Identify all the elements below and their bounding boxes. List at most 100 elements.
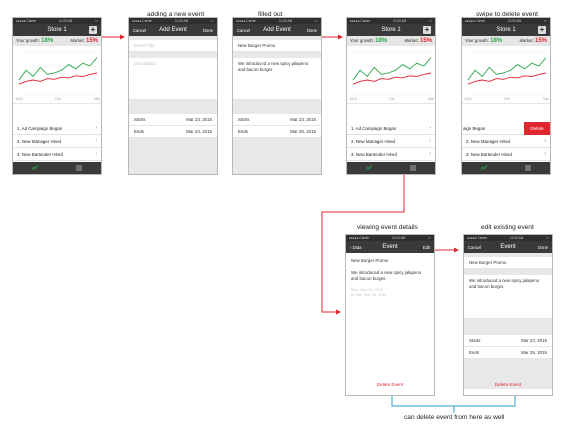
starts-field[interactable]: Starts Mar 23, 2015 — [129, 114, 217, 126]
plus-icon[interactable]: + — [538, 25, 546, 34]
x-tick-label: Mar — [428, 97, 434, 101]
list-icon[interactable] — [410, 165, 416, 171]
list-icon[interactable] — [76, 165, 82, 171]
chart-icon[interactable] — [32, 165, 38, 171]
event-list: 1. Ad Campaign Began › 2. New Manager Hir… — [13, 122, 101, 161]
status-bar: ●●●●● Carrier 11:00 AM ▭ — [13, 18, 101, 24]
back-button[interactable]: ‹ Data — [350, 244, 362, 250]
event-description: We introduced a new spicy jalapeno and b… — [351, 270, 422, 281]
detail-navbar: ‹ Data Event Edit — [346, 241, 434, 253]
event-title-field[interactable]: New Burger Promo — [233, 40, 321, 52]
phone-swipe-delete: ●●●●● Carrier 11:00 AM ▭ Store 1 + Your gr… — [461, 17, 551, 175]
delete-button[interactable]: Delete — [524, 121, 550, 135]
edit-button[interactable]: Edit — [422, 244, 430, 250]
ends-field[interactable]: Ends Mar 29, 2015 — [464, 347, 552, 359]
add-event-navbar: Cancel Add Event Done — [129, 24, 217, 36]
caption-filled: filled out — [258, 11, 283, 18]
x-tick-label: Mar — [94, 97, 100, 101]
arrow-to-detail — [321, 172, 405, 315]
chevron-right-icon: › — [429, 138, 431, 144]
chevron-right-icon: › — [429, 151, 431, 157]
list-item[interactable]: 2. New Manager Hired › — [462, 135, 550, 148]
description-field[interactable]: We introduced a new spicy jalapeno and b… — [233, 58, 321, 100]
delete-event-link[interactable]: Delete Event — [494, 382, 522, 387]
plus-icon[interactable]: + — [423, 25, 431, 34]
series-line-1 — [467, 72, 547, 85]
chart-icon[interactable] — [366, 165, 372, 171]
phone-filled-out: ●●●●● Carrier 11:00 AM ▭ Cancel Add Event … — [232, 17, 322, 175]
chevron-right-icon: › — [544, 138, 546, 144]
ends-field[interactable]: Ends Mar 29, 2015 — [233, 126, 321, 138]
phone-event-details: ●●●●● Carrier 11:00 AM ▭ ‹ Data Event Edit… — [345, 234, 435, 396]
store-navbar: Store 1 + — [13, 24, 101, 36]
x-tick-label: 2015 — [464, 97, 471, 101]
series-line-0 — [18, 57, 98, 81]
event-title-field[interactable]: New Burger Promo — [464, 257, 552, 269]
series-line-1 — [352, 72, 432, 85]
list-item[interactable]: 1. Ad Campaign Began › — [347, 122, 435, 135]
store-navbar: Store 1 + — [347, 24, 435, 36]
chart-icon[interactable] — [481, 165, 487, 171]
plus-icon[interactable]: + — [89, 25, 97, 34]
caption-swipe: swipe to delete event — [476, 11, 538, 18]
phone-add-event: ●●●●● Carrier 11:00 AM ▭ Cancel Add Event … — [128, 17, 218, 175]
phone-edit-event: ●●●●● Carrier 11:00 AM ▭ Cancel Event Done… — [463, 234, 553, 396]
event-title: New Burger Promo — [351, 258, 389, 263]
event-title-field[interactable]: Event Title — [129, 40, 217, 52]
growth-bar: Your growth: 18% Market: 15% — [347, 36, 435, 46]
list-item-swiped[interactable]: aign Began Delete — [462, 121, 550, 135]
status-bar: ●●●●● Carrier 11:00 AM ▭ — [233, 18, 321, 24]
edit-navbar: Cancel Event Done — [464, 241, 552, 253]
store-navbar: Store 1 + — [462, 24, 550, 36]
cancel-button[interactable]: Cancel — [133, 27, 147, 33]
growth-chart: 2015 Feb Mar — [347, 46, 435, 104]
status-bar: ●●●●● Carrier 11:00 AM ▭ — [347, 18, 435, 24]
starts-field[interactable]: Starts Mar 23, 2015 — [233, 114, 321, 126]
list-item[interactable]: 2. New Manager Hired › — [347, 135, 435, 148]
status-bar: ●●●●● Carrier 11:00 AM ▭ — [346, 235, 434, 241]
starts-field[interactable]: Starts Mar 23, 2015 — [464, 335, 552, 347]
phone-store-updated: ●●●●● Carrier 11:00 AM ▭ Store 1 + Your gr… — [346, 17, 436, 175]
caption-note: can delete event from here as well — [404, 414, 505, 421]
x-tick-label: 2015 — [15, 97, 22, 101]
phone-store-home: ●●●●● Carrier 11:00 AM ▭ Store 1 + Your gr… — [12, 17, 102, 175]
caption-adding: adding a new event — [147, 11, 205, 18]
growth-bar: Your growth: 18% Market: 15% — [13, 36, 101, 46]
done-button[interactable]: Done — [537, 244, 548, 250]
ends-field[interactable]: Ends Mar 23, 2015 — [129, 126, 217, 138]
growth-chart: 2015 Feb Mar — [462, 46, 550, 104]
tab-bar — [462, 162, 550, 174]
caption-editing: edit existing event — [481, 224, 534, 231]
growth-bar: Your growth: 18% Market: 15% — [462, 36, 550, 46]
caption-viewing: viewing event details — [357, 224, 418, 231]
status-bar: ●●●●● Carrier 11:00 AM ▭ — [129, 18, 217, 24]
list-item[interactable]: 3. New Bartender Hired › — [462, 148, 550, 161]
x-tick-label: 2015 — [349, 97, 356, 101]
cancel-button[interactable]: Cancel — [237, 27, 251, 33]
series-line-1 — [18, 72, 98, 85]
cancel-button[interactable]: Cancel — [468, 244, 482, 250]
delete-event-link[interactable]: Delete Event — [376, 382, 404, 387]
status-bar: ●●●●● Carrier 11:00 AM ▭ — [462, 18, 550, 24]
list-item[interactable]: 1. Ad Campaign Began › — [13, 122, 101, 135]
growth-chart: 2015 Feb Mar — [13, 46, 101, 104]
tab-bar — [13, 162, 101, 174]
list-item[interactable]: 2. New Manager Hired › — [13, 135, 101, 148]
tab-bar — [347, 162, 435, 174]
filled-navbar: Cancel Add Event Done — [233, 24, 321, 36]
chevron-right-icon: › — [95, 151, 97, 157]
chevron-right-icon: › — [95, 125, 97, 131]
x-tick-label: Mar — [543, 97, 549, 101]
done-button[interactable]: Done — [202, 27, 213, 33]
list-item[interactable]: 3. New Bartender Hired › — [13, 148, 101, 161]
event-dates: Mon, Mar 23, 2015 to Sun, Mar 29, 2015 — [351, 288, 387, 298]
description-field[interactable]: We introduced a new spicy jalapeno and b… — [464, 275, 552, 319]
description-field[interactable]: Description — [129, 58, 217, 100]
x-tick-label: Feb — [389, 97, 395, 101]
done-button[interactable]: Done — [306, 27, 317, 33]
series-line-0 — [352, 57, 432, 81]
list-item[interactable]: 3. New Bartender Hired › — [347, 148, 435, 161]
list-icon[interactable] — [525, 165, 531, 171]
chevron-right-icon: › — [429, 125, 431, 131]
